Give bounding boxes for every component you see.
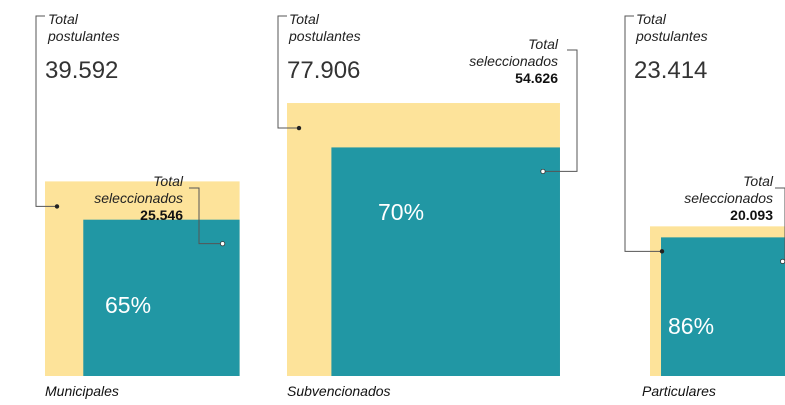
postulantes-leader-1 bbox=[35, 15, 57, 207]
postulantes-label-1-line1: Total bbox=[48, 11, 78, 27]
postulantes-label-1: Total postulantes bbox=[48, 11, 120, 45]
postulantes-leader-2 bbox=[277, 15, 299, 129]
seleccionados-leader-1 bbox=[189, 187, 223, 245]
seleccionados-label-1-line1: Total bbox=[153, 173, 183, 189]
postulantes-label-2-line2: postulantes bbox=[289, 28, 361, 44]
seleccionados-square-3 bbox=[661, 237, 785, 376]
postulantes-value-1: 39.592 bbox=[45, 57, 119, 84]
postulantes-dot-3 bbox=[659, 249, 665, 254]
seleccionados-dot-2 bbox=[540, 168, 546, 175]
seleccionados-value-3: 20.093 bbox=[730, 207, 773, 223]
category-label-1: Municipales bbox=[45, 383, 119, 399]
postulantes-dot-2 bbox=[296, 125, 302, 131]
postulantes-value-2: 77.906 bbox=[287, 57, 361, 84]
pct-label-1: 65% bbox=[105, 292, 152, 318]
seleccionados-label-2-line2: seleccionados bbox=[469, 53, 558, 69]
seleccionados-leader-2 bbox=[542, 49, 578, 172]
postulantes-label-3-line1: Total bbox=[636, 11, 666, 27]
seleccionados-value-1: 25.546 bbox=[140, 207, 183, 223]
seleccionados-label-3: Total seleccionados 20.093 bbox=[684, 173, 773, 223]
category-label-2: Subvencionados bbox=[287, 383, 391, 399]
seleccionados-label-1: Total seleccionados 25.546 bbox=[94, 173, 183, 223]
seleccionados-value-2: 54.626 bbox=[515, 70, 558, 86]
seleccionados-label-2-line1: Total bbox=[528, 36, 558, 52]
postulantes-label-2: Total postulantes bbox=[289, 11, 361, 45]
pct-label-3: 86% bbox=[668, 313, 715, 339]
seleccionados-square-2 bbox=[331, 147, 560, 376]
pct-label-2: 70% bbox=[378, 199, 425, 225]
postulantes-label-3-line2: postulantes bbox=[636, 28, 708, 44]
seleccionados-label-1-line2: seleccionados bbox=[94, 190, 183, 206]
seleccionados-label-3-line2: seleccionados bbox=[684, 190, 773, 206]
postulantes-label-2-line1: Total bbox=[289, 11, 319, 27]
seleccionados-square-1 bbox=[83, 219, 240, 376]
seleccionados-label-2: Total seleccionados 54.626 bbox=[469, 36, 558, 86]
postulantes-label-3: Total postulantes bbox=[636, 11, 708, 45]
category-label-3: Particulares bbox=[642, 383, 716, 399]
seleccionados-label-3-line1: Total bbox=[743, 173, 773, 189]
seleccionados-dot-3 bbox=[780, 258, 785, 264]
postulantes-dot-1 bbox=[54, 204, 60, 209]
postulantes-value-3: 23.414 bbox=[634, 57, 708, 84]
seleccionados-dot-1 bbox=[219, 241, 226, 247]
postulantes-label-1-line2: postulantes bbox=[48, 28, 120, 44]
postulantes-leader-3 bbox=[624, 15, 662, 252]
